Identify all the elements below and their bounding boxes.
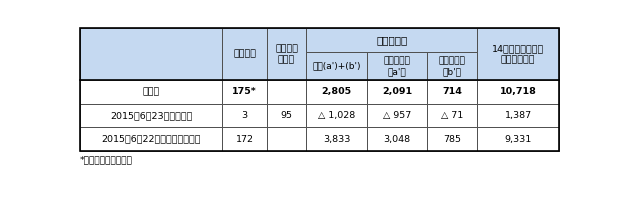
Text: 自宅隔離者
（a'）: 自宅隔離者 （a'） xyxy=(384,56,411,76)
Text: 実施中の
検査数: 実施中の 検査数 xyxy=(275,44,298,64)
Bar xyxy=(80,104,222,128)
Bar xyxy=(307,104,367,128)
Bar xyxy=(427,128,477,151)
Bar xyxy=(267,104,307,128)
Text: 172: 172 xyxy=(236,135,254,144)
Bar xyxy=(477,128,559,151)
Text: 濃厚接触者: 濃厚接触者 xyxy=(376,35,407,45)
Text: 総数(a')+(b'): 総数(a')+(b') xyxy=(312,62,361,70)
Bar xyxy=(477,104,559,128)
Text: *中国での症例を含む: *中国での症例を含む xyxy=(80,156,133,165)
Text: 175*: 175* xyxy=(232,88,257,96)
Text: 確定患者: 確定患者 xyxy=(233,50,256,59)
Text: 785: 785 xyxy=(443,135,462,144)
Text: 2,805: 2,805 xyxy=(322,88,351,96)
Bar xyxy=(477,28,559,80)
Bar xyxy=(80,28,222,80)
Text: 10,718: 10,718 xyxy=(499,88,537,96)
Text: 2015年6月23日の報告数: 2015年6月23日の報告数 xyxy=(110,111,192,120)
Text: △ 1,028: △ 1,028 xyxy=(318,111,355,120)
Text: 714: 714 xyxy=(442,88,462,96)
Bar xyxy=(427,80,477,104)
Bar xyxy=(367,104,427,128)
Bar xyxy=(267,28,307,80)
Bar xyxy=(427,52,477,80)
Bar xyxy=(80,28,559,151)
Bar xyxy=(80,80,222,104)
Text: 2,091: 2,091 xyxy=(382,88,412,96)
Bar xyxy=(367,52,427,80)
Bar xyxy=(367,128,427,151)
Bar xyxy=(222,104,267,128)
Bar xyxy=(307,80,367,104)
Bar xyxy=(222,80,267,104)
Bar xyxy=(267,128,307,151)
Bar xyxy=(427,104,477,128)
Bar xyxy=(267,80,307,104)
Text: 3: 3 xyxy=(241,111,248,120)
Text: △ 957: △ 957 xyxy=(383,111,411,120)
Text: 95: 95 xyxy=(281,111,292,120)
Text: 1,387: 1,387 xyxy=(504,111,532,120)
Bar xyxy=(222,28,267,80)
Text: 2015年6月22日までの報告総数: 2015年6月22日までの報告総数 xyxy=(101,135,201,144)
Text: 院内隔離者
（b'）: 院内隔離者 （b'） xyxy=(439,56,466,76)
Text: 9,331: 9,331 xyxy=(504,135,532,144)
Bar xyxy=(222,128,267,151)
Bar xyxy=(367,80,427,104)
Bar xyxy=(307,52,367,80)
Text: 3,048: 3,048 xyxy=(384,135,411,144)
Text: 14日間の健康監視
を完了した者: 14日間の健康監視 を完了した者 xyxy=(492,44,544,64)
Text: 累計数: 累計数 xyxy=(142,88,160,96)
Text: △ 71: △ 71 xyxy=(441,111,463,120)
Bar xyxy=(477,80,559,104)
Text: 3,833: 3,833 xyxy=(323,135,350,144)
Bar xyxy=(307,28,477,52)
Bar xyxy=(307,128,367,151)
Bar xyxy=(80,128,222,151)
